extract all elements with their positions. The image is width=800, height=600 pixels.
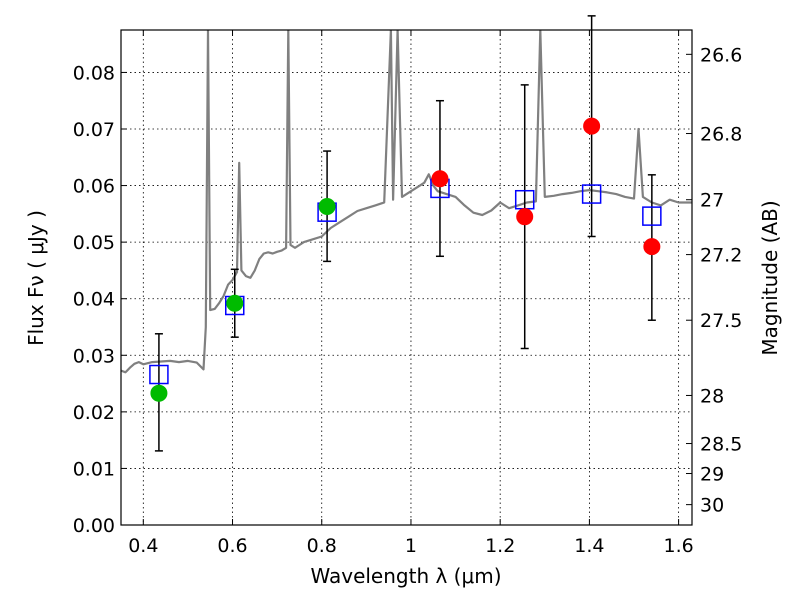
y-tick-label: 0.05 — [73, 232, 115, 254]
y2-tick-label: 27.2 — [700, 245, 742, 267]
y-axis-label: Flux Fν ( μJy ) — [24, 210, 48, 346]
plot-background — [121, 30, 692, 525]
y2-axis-label: Magnitude (AB) — [758, 200, 782, 355]
y-tick-label: 0.07 — [73, 119, 115, 141]
y-tick-label: 0.01 — [73, 458, 115, 480]
y2-tick-label: 28.5 — [700, 434, 742, 456]
model-point-square — [642, 206, 662, 226]
y2-tick-label: 26.8 — [700, 124, 742, 146]
data-layer — [121, 30, 692, 374]
x-tick-label: 0.4 — [128, 535, 158, 557]
y-tick-label: 0.02 — [73, 402, 115, 424]
y-tick-label: 0.04 — [73, 289, 115, 311]
upper-band-point — [643, 238, 661, 256]
y2-tick-label: 28 — [700, 385, 724, 407]
model-point-square — [149, 364, 169, 385]
y2-tick-label: 30 — [700, 495, 724, 517]
upper-band-point — [583, 117, 601, 135]
x-tick-label: 1 — [405, 535, 417, 557]
y-tick-label: 0.00 — [73, 515, 115, 537]
y2-tick-label: 27.5 — [700, 310, 742, 332]
model-point-square — [581, 184, 602, 204]
grid — [121, 30, 692, 526]
plot-frame — [120, 29, 693, 526]
detection-point — [318, 198, 336, 216]
x-tick-label: 1.6 — [664, 535, 694, 557]
x-tick-label: 1.4 — [574, 535, 604, 557]
model-spectrum-line — [121, 30, 692, 374]
ticks: 0.4 0.6 0.8 1 1.2 1.4 1.6 0.00 0.01 0.02 0.03 0.04 0… — [73, 30, 742, 557]
y2-tick-label: 26.6 — [700, 44, 742, 66]
x-axis-label: Wavelength λ (μm) — [310, 564, 501, 588]
upper-band-point — [516, 208, 534, 226]
y2-tick-label: 27 — [700, 190, 724, 212]
x-tick-label: 1.2 — [485, 535, 515, 557]
detection-point — [226, 294, 244, 312]
y-tick-label: 0.03 — [73, 345, 115, 367]
x-tick-label: 0.8 — [307, 535, 337, 557]
points-layer — [149, 15, 662, 452]
y2-tick-label: 29 — [700, 464, 724, 486]
x-tick-label: 0.6 — [217, 535, 247, 557]
y-tick-label: 0.06 — [73, 176, 115, 198]
y-tick-label: 0.08 — [73, 62, 115, 84]
detection-point — [150, 384, 168, 402]
upper-band-point — [431, 170, 449, 188]
